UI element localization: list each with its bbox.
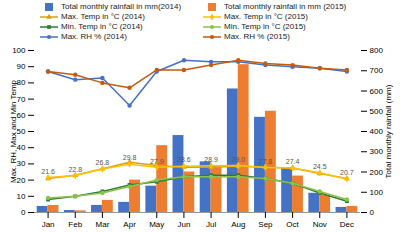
svg-text:500: 500 — [370, 107, 384, 116]
svg-text:20: 20 — [16, 175, 26, 185]
svg-text:May: May — [149, 220, 164, 229]
svg-text:30: 30 — [16, 159, 26, 169]
svg-text:50: 50 — [16, 127, 26, 137]
svg-text:400: 400 — [370, 127, 384, 136]
svg-text:21.6: 21.6 — [41, 168, 55, 175]
svg-text:90: 90 — [17, 62, 26, 71]
svg-text:28.6: 28.6 — [177, 156, 191, 163]
svg-text:0: 0 — [370, 208, 375, 217]
html-text:Min. Temp in °C (2015): Min. Temp in °C (2015) — [224, 22, 306, 31]
html-text:Max. RH % (2014): Max. RH % (2014) — [61, 32, 127, 41]
html-text:Max. Temp in °C (2015): Max. Temp in °C (2015) — [224, 12, 308, 21]
svg-text:Jan: Jan — [42, 220, 55, 229]
html-text:Max. RH % (2015): Max. RH % (2015) — [224, 32, 290, 41]
svg-text:100: 100 — [12, 46, 26, 55]
svg-text:20.7: 20.7 — [340, 169, 354, 176]
svg-text:600: 600 — [370, 87, 384, 96]
svg-text:Dec: Dec — [340, 220, 354, 229]
svg-text:27.9: 27.9 — [150, 158, 164, 165]
svg-text:22.8: 22.8 — [68, 166, 82, 173]
svg-text:100: 100 — [370, 188, 384, 197]
svg-text:29.0: 29.0 — [231, 156, 245, 163]
svg-text:800: 800 — [370, 46, 384, 55]
svg-text:40: 40 — [16, 143, 26, 153]
svg-text:300: 300 — [370, 147, 384, 156]
html-text:Min. Temp in °C (2014): Min. Temp in °C (2014) — [61, 22, 143, 31]
svg-text:10: 10 — [17, 192, 26, 201]
svg-text:Feb: Feb — [68, 220, 82, 229]
svg-text:60: 60 — [16, 110, 26, 120]
svg-text:70: 70 — [16, 94, 26, 104]
svg-text:29.8: 29.8 — [123, 154, 137, 161]
html-text:Max. Temp in °C (2014): Max. Temp in °C (2014) — [61, 12, 145, 21]
svg-text:Total monthly rainfall (mm): Total monthly rainfall (mm) — [384, 84, 393, 178]
svg-text:200: 200 — [370, 168, 384, 177]
svg-text:Nov: Nov — [313, 220, 327, 229]
svg-text:Sep: Sep — [258, 220, 273, 229]
html-text:Total monthly rainfall in mm (: Total monthly rainfall in mm (2015) — [224, 2, 347, 11]
svg-text:28.9: 28.9 — [204, 156, 218, 163]
svg-text:700: 700 — [370, 66, 384, 75]
svg-text:80: 80 — [16, 78, 26, 88]
svg-text:Oct: Oct — [286, 220, 299, 229]
svg-text:Jun: Jun — [177, 220, 190, 229]
svg-text:Mar: Mar — [96, 220, 110, 229]
svg-text:27.8: 27.8 — [259, 158, 273, 165]
svg-text:0: 0 — [21, 208, 26, 217]
svg-text:Aug: Aug — [231, 220, 245, 229]
svg-text:Max. RH, Max and Min Temp: Max. RH, Max and Min Temp — [9, 79, 18, 183]
svg-text:26.8: 26.8 — [96, 159, 110, 166]
svg-text:Jul: Jul — [206, 220, 216, 229]
svg-text:Apr: Apr — [123, 220, 136, 229]
html-text:Total monthly rainfall in mm(2: Total monthly rainfall in mm(2014) — [61, 2, 181, 11]
svg-text:24.5: 24.5 — [313, 163, 327, 170]
svg-text:27.4: 27.4 — [286, 158, 300, 165]
